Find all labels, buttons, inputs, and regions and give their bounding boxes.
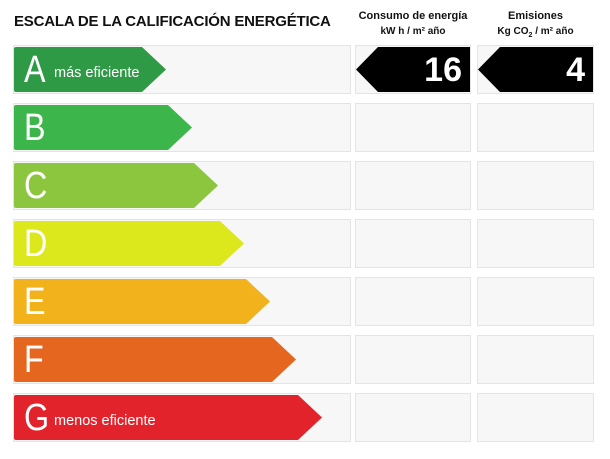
class-arrow-b: B bbox=[14, 105, 192, 150]
class-row-e: E bbox=[11, 277, 594, 326]
class-letter: B bbox=[24, 107, 46, 149]
consumo-cell bbox=[355, 393, 471, 442]
class-row-b: B bbox=[11, 103, 594, 152]
class-arrow-f: F bbox=[14, 337, 296, 382]
emisiones-cell bbox=[477, 161, 594, 210]
class-row-g: G menos eficiente bbox=[11, 393, 594, 442]
consumo-cell bbox=[355, 103, 471, 152]
emisiones-cell bbox=[477, 335, 594, 384]
emisiones-value: 4 bbox=[566, 51, 585, 89]
class-arrow-e: E bbox=[14, 279, 270, 324]
class-arrow-g: G menos eficiente bbox=[14, 395, 322, 440]
consumo-cell bbox=[355, 277, 471, 326]
consumo-value: 16 bbox=[424, 51, 462, 89]
emisiones-unit-sub: 2 bbox=[528, 32, 533, 39]
class-label: menos eficiente bbox=[54, 413, 156, 429]
emisiones-cell bbox=[477, 393, 594, 442]
emisiones-value-marker: 4 bbox=[478, 47, 593, 92]
class-arrow-d: D bbox=[14, 221, 244, 266]
emisiones-unit-pre: Kg CO bbox=[497, 26, 529, 37]
emisiones-cell bbox=[477, 219, 594, 268]
class-row-c: C bbox=[11, 161, 594, 210]
class-arrow-a: A más eficiente bbox=[14, 47, 166, 92]
consumo-value-marker: 16 bbox=[356, 47, 470, 92]
consumo-cell bbox=[355, 219, 471, 268]
emisiones-cell bbox=[477, 277, 594, 326]
consumo-header-title: Consumo de energía bbox=[358, 10, 468, 22]
class-label: más eficiente bbox=[54, 65, 140, 81]
emisiones-header: Emisiones Kg CO2 / m² año bbox=[477, 8, 594, 44]
consumo-cell bbox=[355, 335, 471, 384]
consumo-cell bbox=[355, 161, 471, 210]
class-row-d: D bbox=[11, 219, 594, 268]
emisiones-unit-post: / m² año bbox=[532, 26, 574, 37]
class-arrow-c: C bbox=[14, 163, 218, 208]
emisiones-header-title: Emisiones bbox=[507, 10, 564, 22]
emisiones-header-unit: Kg CO2 / m² año bbox=[477, 24, 594, 44]
class-letter: D bbox=[24, 223, 48, 265]
emisiones-cell bbox=[477, 103, 594, 152]
class-row-f: F bbox=[11, 335, 594, 384]
class-row-a: A más eficiente 16 4 bbox=[11, 45, 594, 94]
class-letter: C bbox=[24, 165, 48, 207]
class-letter: A bbox=[24, 49, 46, 91]
class-letter: G bbox=[24, 397, 50, 439]
class-letter: E bbox=[24, 281, 46, 323]
class-letter: F bbox=[24, 339, 44, 381]
page-title: ESCALA DE LA CALIFICACIÓN ENERGÉTICA bbox=[14, 13, 331, 30]
consumo-header-unit: kW h / m² año bbox=[380, 26, 446, 37]
consumo-header: Consumo de energía kW h / m² año bbox=[355, 8, 471, 40]
